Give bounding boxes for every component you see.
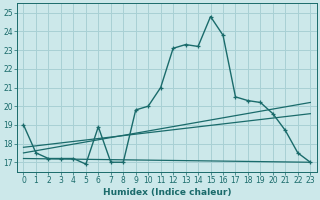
X-axis label: Humidex (Indice chaleur): Humidex (Indice chaleur) <box>103 188 231 197</box>
